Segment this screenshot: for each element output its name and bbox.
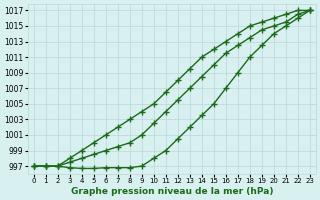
X-axis label: Graphe pression niveau de la mer (hPa): Graphe pression niveau de la mer (hPa) — [70, 187, 273, 196]
